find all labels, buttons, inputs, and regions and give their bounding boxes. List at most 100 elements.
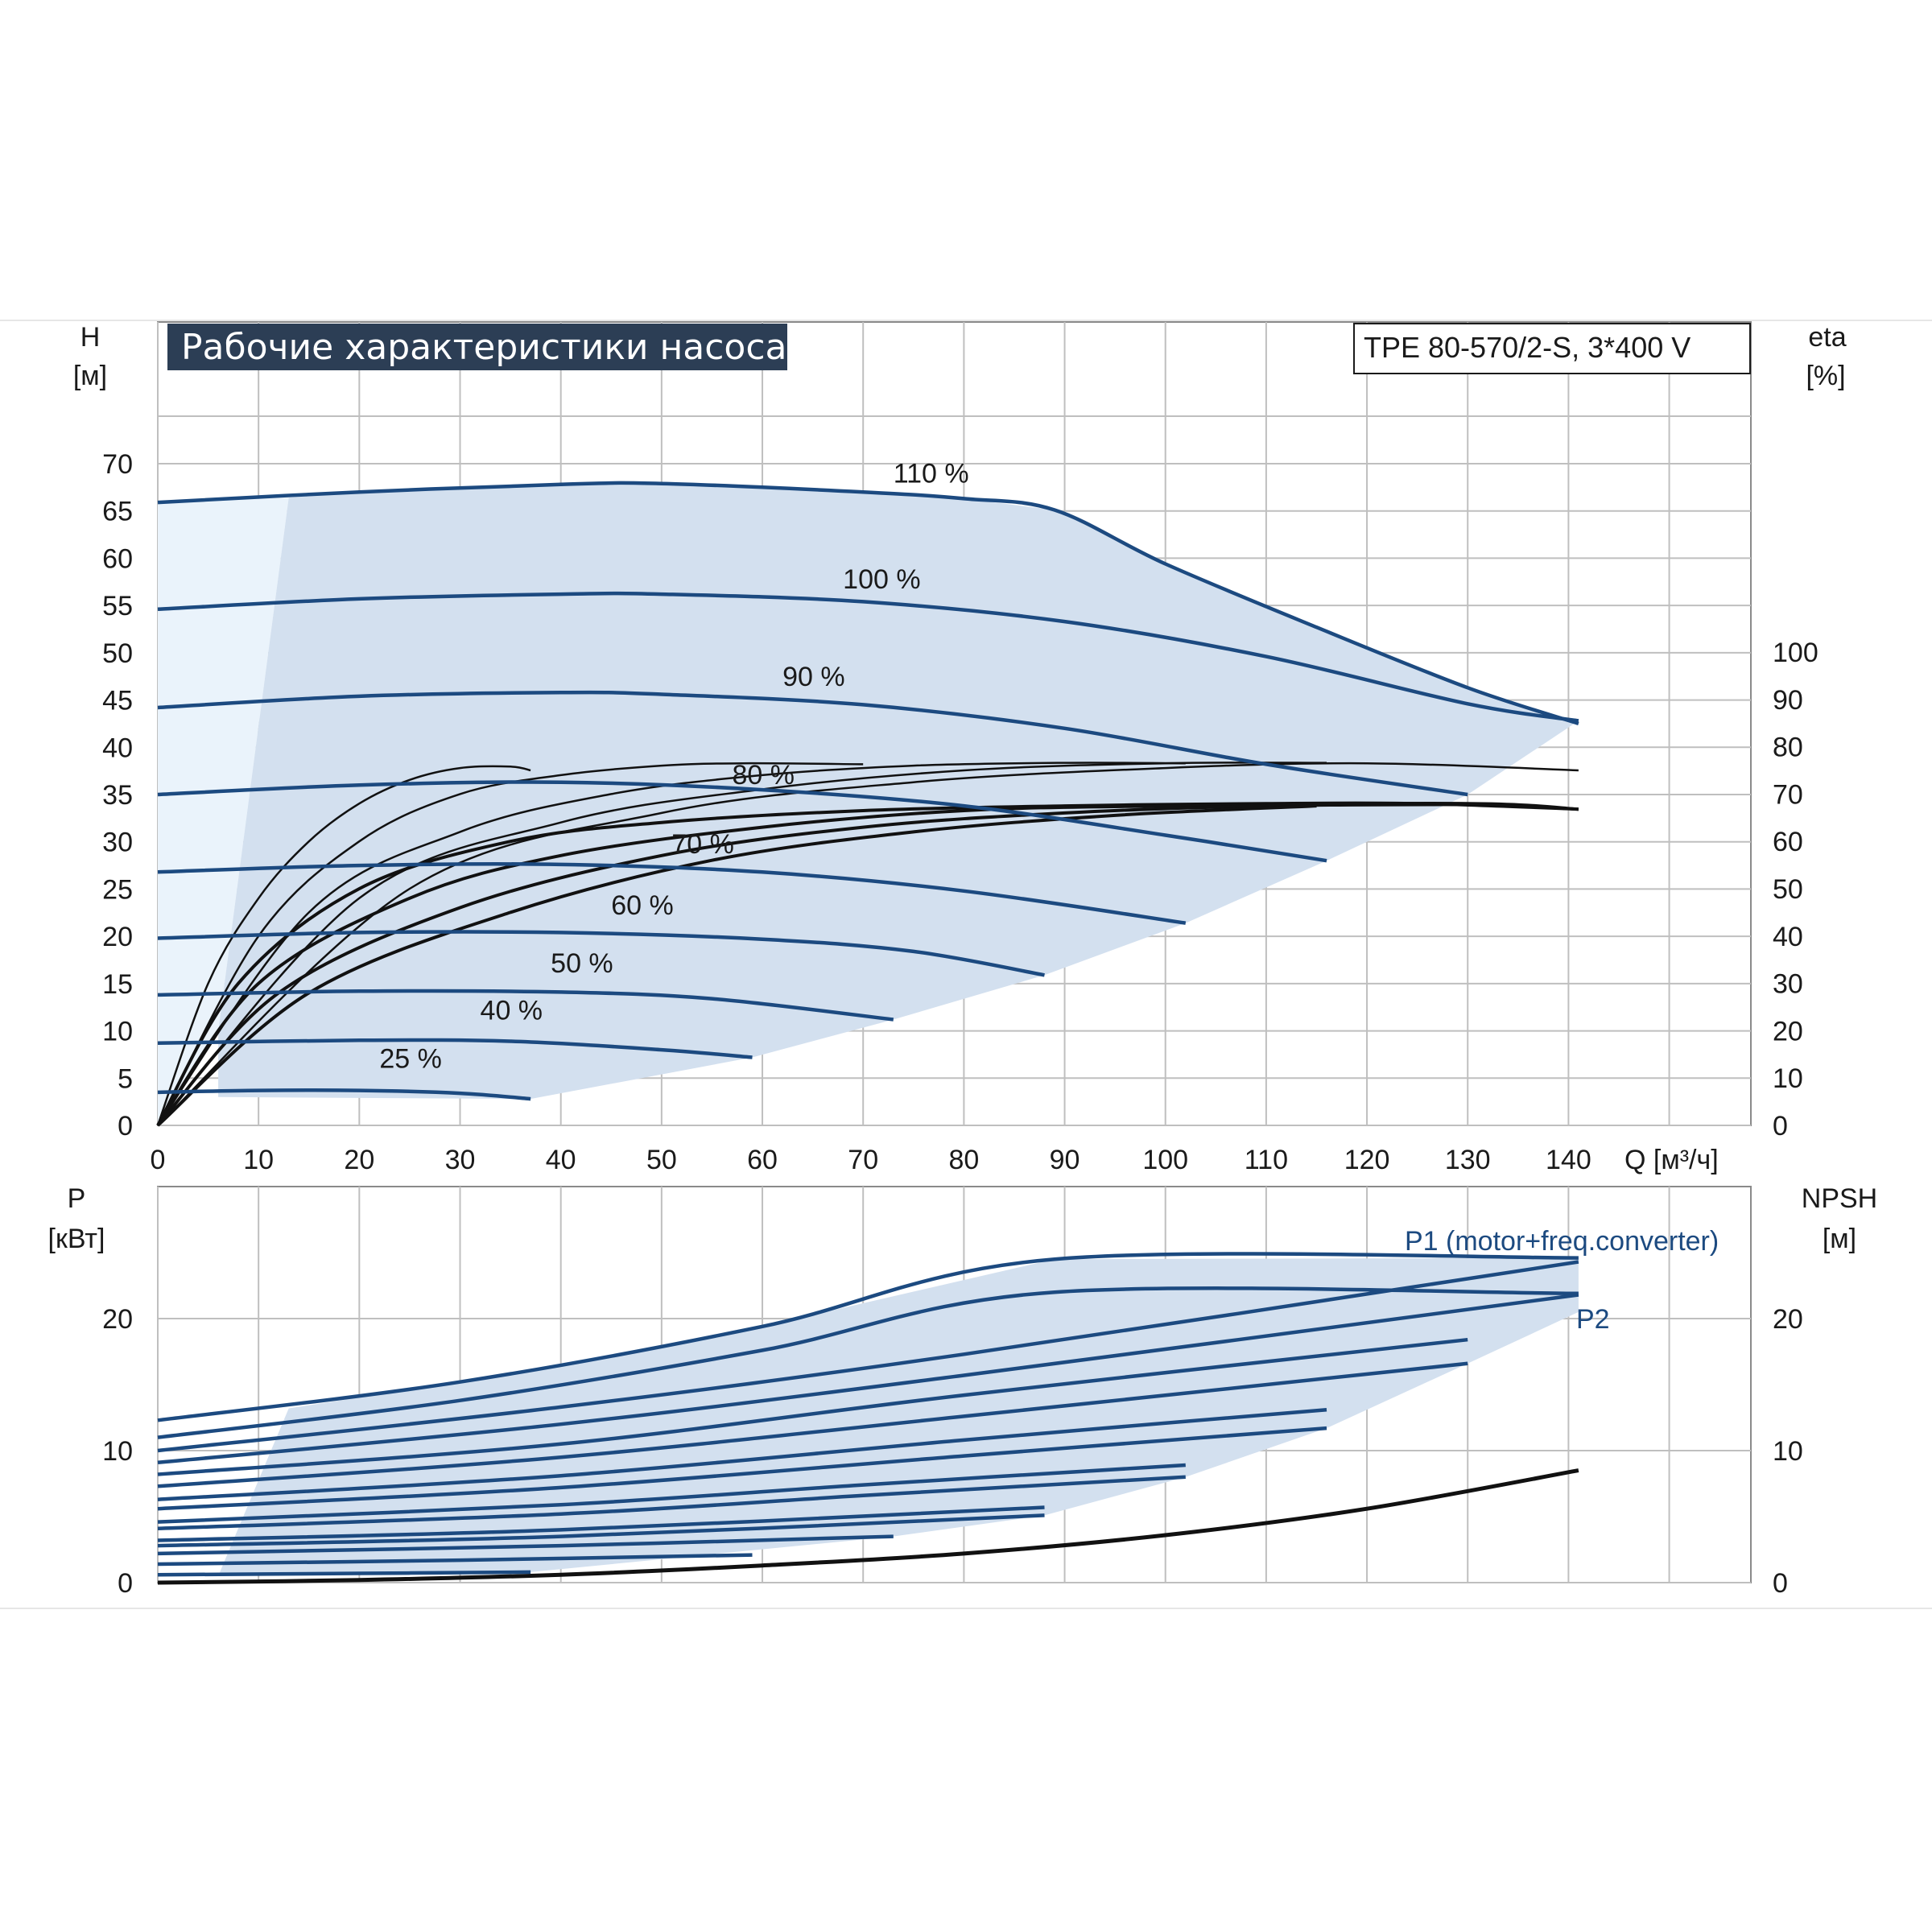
power-curve-p1-40 bbox=[157, 1553, 753, 1567]
eta-ytick-0: 0 bbox=[1773, 1111, 1788, 1141]
speed-curve-8 bbox=[157, 1088, 531, 1101]
power-axis-ticks: 0 10 20 0 10 20 bbox=[102, 1304, 1803, 1599]
head-ytick-1: 5 bbox=[118, 1063, 133, 1094]
power-curve-p1-80 bbox=[157, 1407, 1327, 1501]
flow-xtick-13: 130 bbox=[1445, 1145, 1491, 1175]
npsh-ytick-1: 10 bbox=[1773, 1436, 1803, 1467]
speed-label-7: 40 % bbox=[481, 995, 543, 1026]
power-curve-p1-70 bbox=[157, 1463, 1186, 1524]
head-axis-unit: [м] bbox=[73, 361, 107, 391]
speed-curve-6 bbox=[157, 989, 894, 1022]
head-ytick-0: 0 bbox=[118, 1111, 133, 1141]
eta-curve-eta-4 bbox=[157, 762, 1327, 1126]
eta-ytick-8: 80 bbox=[1773, 733, 1803, 763]
eta-axis-unit: [%] bbox=[1806, 361, 1845, 391]
power-ytick-1: 10 bbox=[102, 1436, 133, 1467]
power-curve-p2-60 bbox=[157, 1513, 1045, 1548]
flow-xtick-9: 90 bbox=[1050, 1145, 1080, 1175]
speed-label-6: 50 % bbox=[551, 948, 613, 979]
eta-curve-eta-2 bbox=[156, 762, 864, 1126]
power-operating-area bbox=[218, 1257, 1579, 1576]
power-curve-p1-100 bbox=[157, 1260, 1579, 1453]
power-ytick-0: 0 bbox=[118, 1568, 133, 1599]
npsh-ytick-0: 0 bbox=[1773, 1568, 1788, 1599]
eta-ytick-9: 90 bbox=[1773, 685, 1803, 716]
speed-curve-5 bbox=[157, 930, 1045, 977]
speed-label-4: 70 % bbox=[671, 829, 734, 860]
head-operating-area bbox=[158, 483, 1579, 1125]
speed-curve-0 bbox=[157, 481, 1579, 726]
speed-curve-3 bbox=[157, 780, 1327, 863]
head-ytick-5: 25 bbox=[102, 874, 133, 905]
speed-curve-1 bbox=[157, 591, 1579, 723]
head-axis-ticks: 0 5 10 15 20 25 30 35 40 45 50 55 60 65 70 0 10 20 30 40 50 6… bbox=[102, 449, 1818, 1175]
speed-labels: 110 % 100 % 90 % 80 % 70 % 60 % 50 % 40 % 25 % bbox=[379, 458, 968, 1074]
power-curve-p1-90 bbox=[157, 1337, 1468, 1476]
npsh-ytick-2: 20 bbox=[1773, 1304, 1803, 1335]
head-ytick-6: 30 bbox=[102, 828, 133, 858]
head-ytick-10: 50 bbox=[102, 638, 133, 669]
power-axis-label: P bbox=[68, 1183, 86, 1214]
eta-curve-eta-5 bbox=[157, 762, 1579, 1126]
power-curve-p2-110 bbox=[157, 1286, 1579, 1439]
low-flow-area bbox=[158, 497, 289, 1125]
flow-xtick-8: 80 bbox=[948, 1145, 979, 1175]
power-area bbox=[218, 1257, 1579, 1576]
power-axis-unit: [кВт] bbox=[48, 1224, 105, 1254]
speed-label-1: 100 % bbox=[843, 564, 920, 595]
eta-axis-label: eta bbox=[1808, 322, 1846, 353]
eta-ytick-3: 30 bbox=[1773, 969, 1803, 1000]
head-ytick-9: 45 bbox=[102, 686, 133, 716]
speed-curve-4 bbox=[157, 861, 1187, 925]
power-curve-p1-60 bbox=[157, 1505, 1045, 1542]
speed-curve-7 bbox=[157, 1038, 753, 1059]
eta-curve-eta-3 bbox=[156, 762, 1186, 1126]
npsh-axis-unit: [м] bbox=[1823, 1224, 1856, 1254]
head-ytick-12: 60 bbox=[102, 543, 133, 574]
speed-label-5: 60 % bbox=[611, 890, 674, 921]
model-box bbox=[1353, 323, 1751, 374]
eta-ytick-7: 70 bbox=[1773, 779, 1803, 810]
head-ytick-14: 70 bbox=[102, 449, 133, 480]
eta-ytick-1: 10 bbox=[1773, 1063, 1803, 1094]
power-curve-p2-80 bbox=[157, 1426, 1327, 1511]
eta-ytick-6: 60 bbox=[1773, 827, 1803, 857]
eta-ytick-10: 100 bbox=[1773, 638, 1818, 668]
speed-curves bbox=[157, 481, 1579, 1101]
npsh-curve bbox=[157, 1468, 1579, 1585]
head-ytick-4: 20 bbox=[102, 922, 133, 952]
head-axis-label: H bbox=[80, 322, 101, 353]
flow-xtick-7: 70 bbox=[848, 1145, 878, 1175]
flow-xtick-14: 140 bbox=[1546, 1145, 1591, 1175]
flow-xtick-1: 10 bbox=[243, 1145, 274, 1175]
speed-label-8: 25 % bbox=[379, 1043, 441, 1074]
title-box bbox=[167, 324, 787, 370]
flow-xtick-5: 50 bbox=[646, 1145, 677, 1175]
head-ytick-11: 55 bbox=[102, 591, 133, 621]
flow-xtick-0: 0 bbox=[151, 1145, 166, 1175]
power-curve-p1-110 bbox=[157, 1252, 1579, 1422]
power-curve-p2-70 bbox=[157, 1475, 1186, 1531]
eta-curve-eta-8 bbox=[156, 803, 1468, 1127]
power-curve-p2-100 bbox=[157, 1293, 1579, 1465]
head-ytick-13: 65 bbox=[102, 497, 133, 527]
head-area bbox=[218, 483, 1579, 1100]
speed-label-2: 90 % bbox=[782, 662, 845, 692]
flow-xtick-6: 60 bbox=[747, 1145, 778, 1175]
power-curve-p2-90 bbox=[157, 1361, 1468, 1488]
flow-xtick-4: 40 bbox=[546, 1145, 576, 1175]
eta-curve-eta-1 bbox=[156, 765, 531, 1126]
flow-xtick-3: 30 bbox=[445, 1145, 476, 1175]
head-ytick-3: 15 bbox=[102, 969, 133, 1000]
eta-ytick-5: 50 bbox=[1773, 874, 1803, 905]
power-curve-p1-25 bbox=[157, 1570, 531, 1577]
flow-xtick-12: 120 bbox=[1344, 1145, 1390, 1175]
flow-axis-label: Q [м³/ч] bbox=[1624, 1145, 1719, 1175]
flow-xtick-10: 100 bbox=[1142, 1145, 1188, 1175]
speed-curve-2 bbox=[157, 690, 1468, 797]
head-ytick-2: 10 bbox=[102, 1017, 133, 1047]
eta-ytick-4: 40 bbox=[1773, 922, 1803, 952]
power-ytick-2: 20 bbox=[102, 1304, 133, 1335]
power-curves bbox=[157, 1252, 1579, 1577]
